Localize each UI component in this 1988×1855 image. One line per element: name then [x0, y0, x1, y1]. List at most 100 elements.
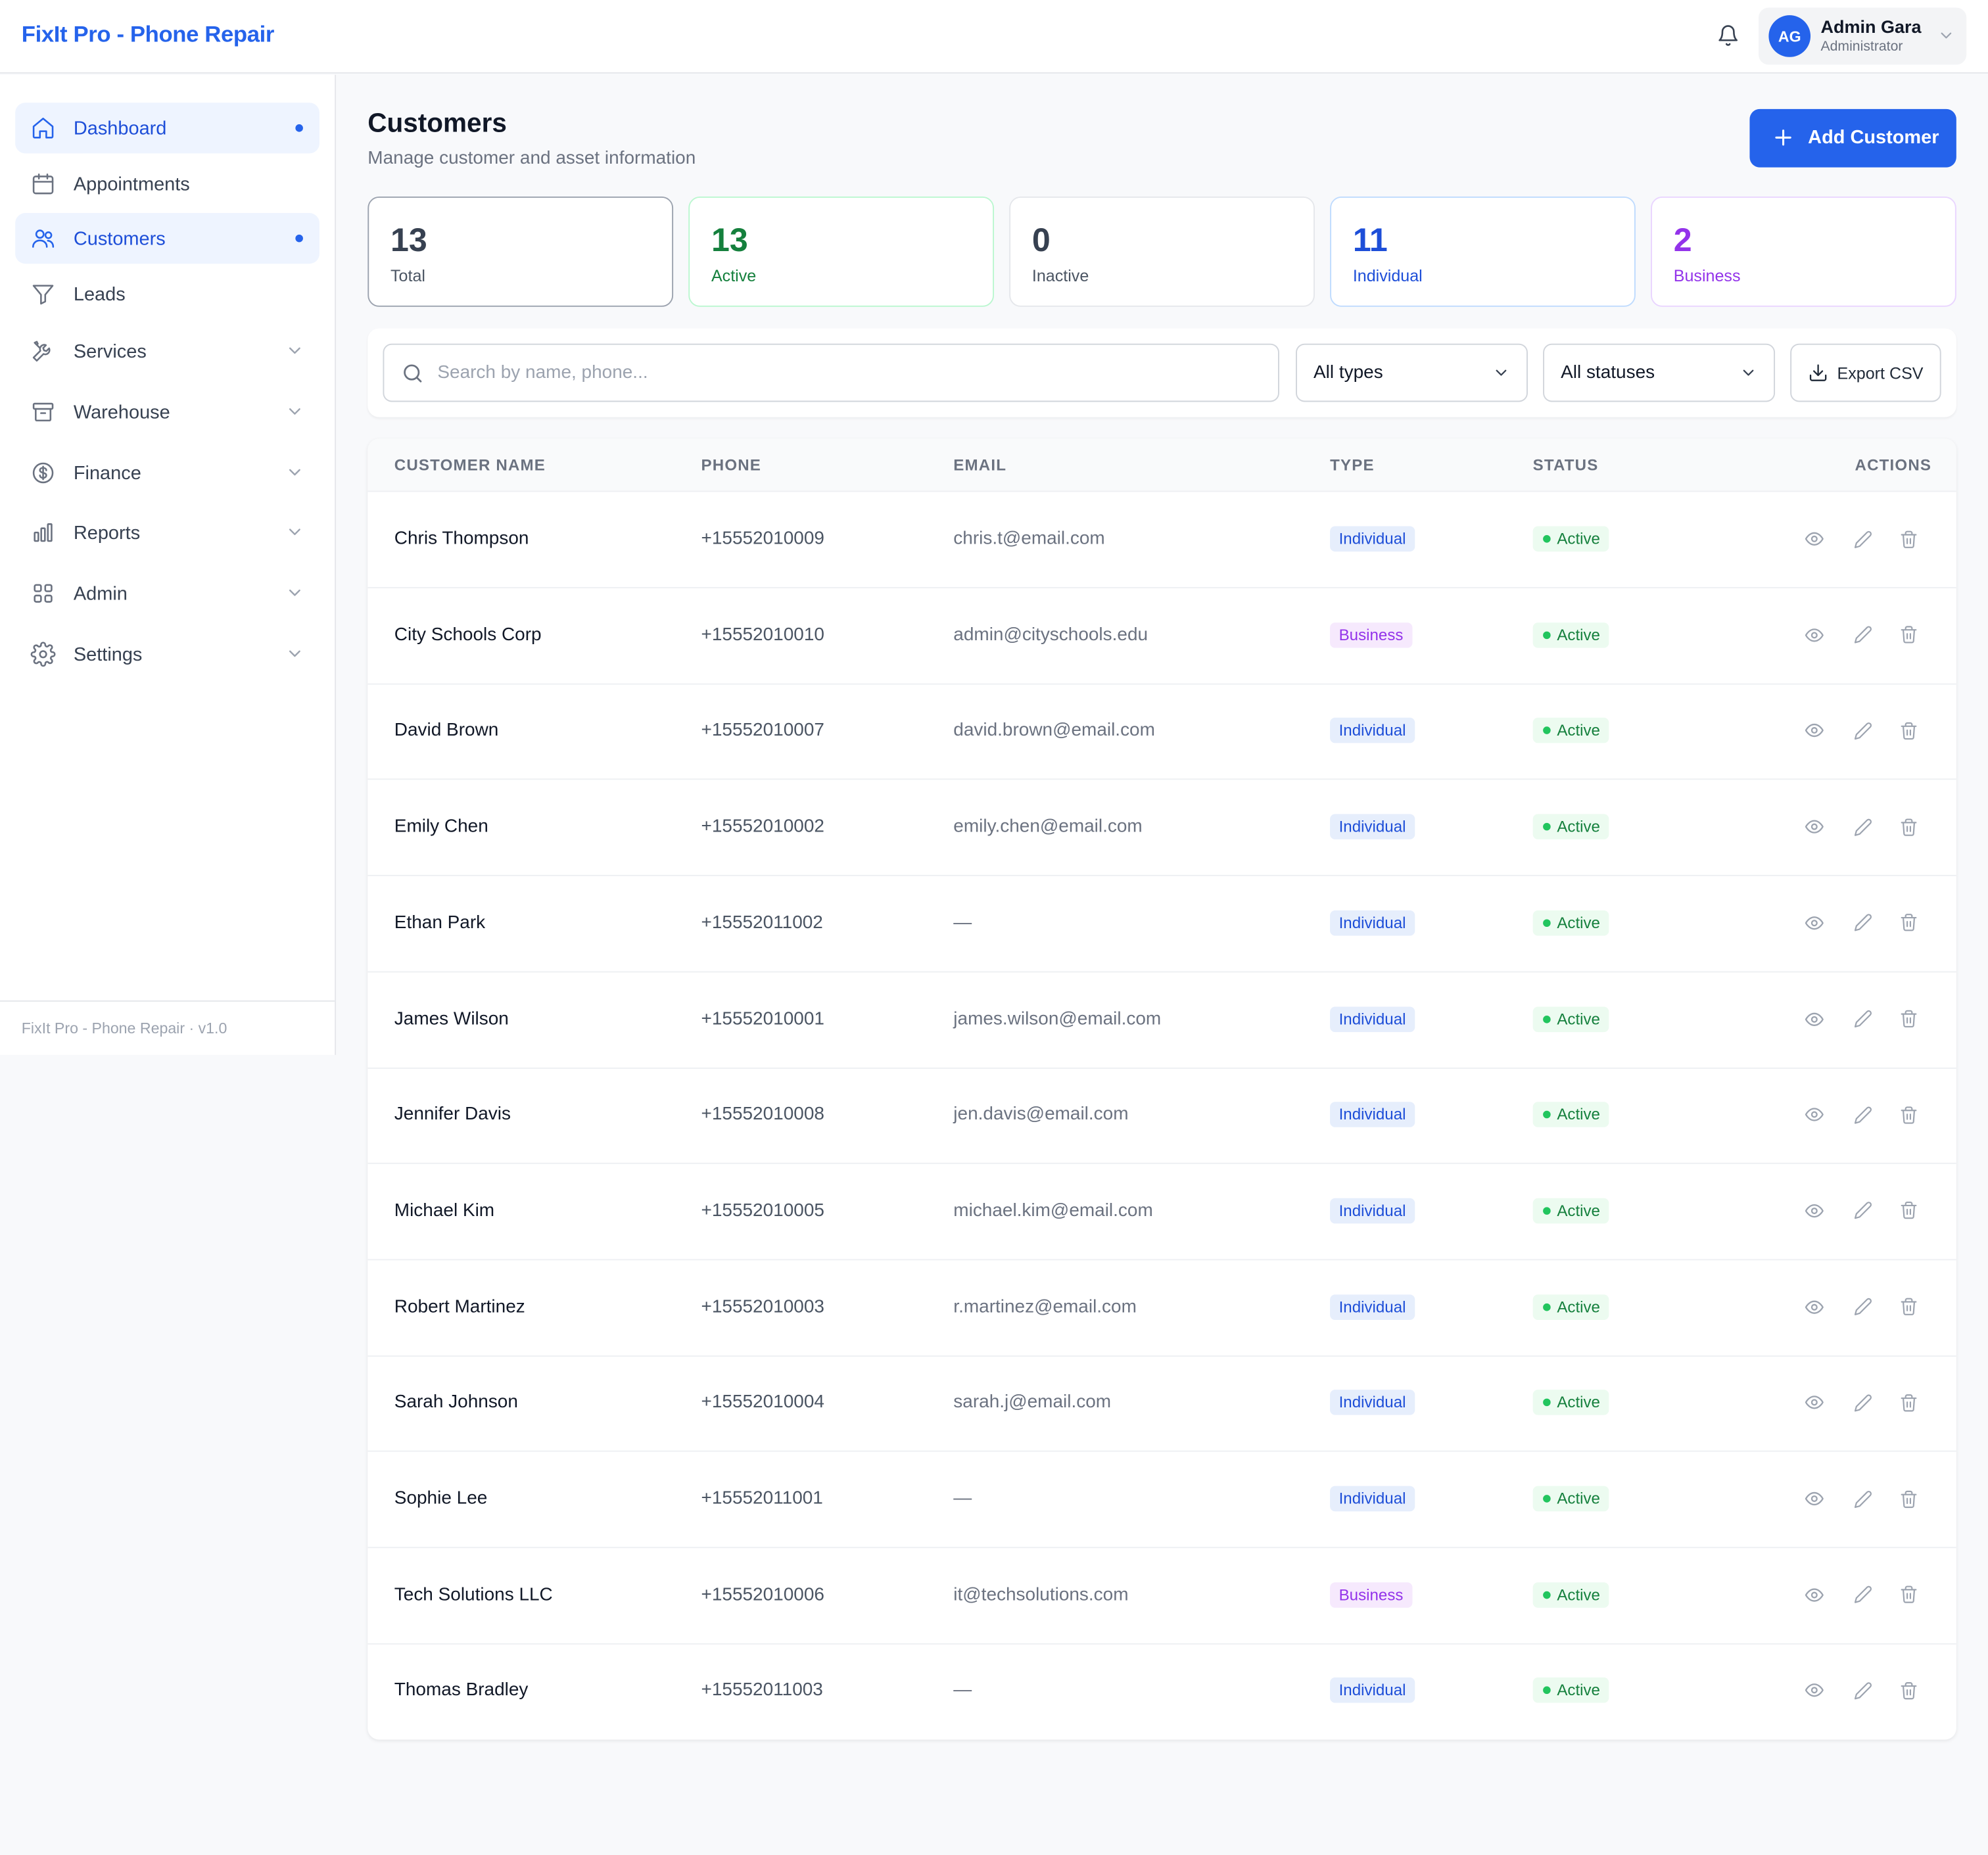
table-row[interactable]: Chris Thompson +15552010009 chris.t@email.…	[367, 492, 1956, 589]
eye-icon[interactable]	[1803, 1679, 1826, 1702]
table-row[interactable]: David Brown +15552010007 david.brown@email…	[367, 684, 1956, 781]
sidebar-item-services[interactable]: Services	[15, 326, 320, 377]
pencil-icon[interactable]	[1851, 1200, 1874, 1223]
column-header-email[interactable]: EMAIL	[953, 456, 1007, 475]
customer-name[interactable]: Jennifer Davis	[394, 1104, 511, 1125]
user-menu[interactable]: AG Admin Gara Administrator	[1758, 7, 1967, 65]
table-row[interactable]: Thomas Bradley +15552011003 — Individual Act…	[367, 1644, 1956, 1740]
stat-card-active[interactable]: 13 Active	[688, 196, 995, 307]
trash-icon[interactable]	[1897, 1296, 1920, 1319]
customer-name[interactable]: James Wilson	[394, 1008, 509, 1029]
type-badge: Individual	[1330, 814, 1415, 840]
column-header-name[interactable]: CUSTOMER NAME	[394, 456, 546, 475]
pencil-icon[interactable]	[1851, 623, 1874, 646]
pencil-icon[interactable]	[1851, 1488, 1874, 1511]
customer-name[interactable]: Michael Kim	[394, 1200, 495, 1221]
sidebar-item-settings[interactable]: Settings	[15, 629, 320, 680]
pencil-icon[interactable]	[1851, 1679, 1874, 1702]
type-badge: Individual	[1330, 1486, 1415, 1512]
column-header-status[interactable]: STATUS	[1532, 456, 1599, 475]
sidebar-item-warehouse[interactable]: Warehouse	[15, 387, 320, 437]
table-row[interactable]: James Wilson +15552010001 james.wilson@ema…	[367, 972, 1956, 1069]
sidebar-item-admin[interactable]: Admin	[15, 568, 320, 619]
eye-icon[interactable]	[1803, 527, 1826, 550]
table-row[interactable]: Tech Solutions LLC +15552010006 it@techsol…	[367, 1548, 1956, 1645]
table-row[interactable]: Sophie Lee +15552011001 — Individual Active	[367, 1452, 1956, 1549]
table-row[interactable]: Robert Martinez +15552010003 r.martinez@em…	[367, 1260, 1956, 1357]
trash-icon[interactable]	[1897, 623, 1920, 646]
pencil-icon[interactable]	[1851, 527, 1874, 550]
type-select[interactable]: All types	[1296, 343, 1528, 402]
customer-name[interactable]: Robert Martinez	[394, 1296, 525, 1317]
sidebar-item-leads[interactable]: Leads	[15, 269, 320, 319]
trash-icon[interactable]	[1897, 1008, 1920, 1031]
trash-icon[interactable]	[1897, 815, 1920, 838]
pencil-icon[interactable]	[1851, 1008, 1874, 1031]
stat-card-total[interactable]: 13 Total	[367, 196, 674, 307]
customer-name[interactable]: David Brown	[394, 720, 499, 741]
customer-name[interactable]: Sophie Lee	[394, 1488, 488, 1509]
customer-name[interactable]: City Schools Corp	[394, 624, 542, 646]
eye-icon[interactable]	[1803, 1296, 1826, 1319]
trash-icon[interactable]	[1897, 1584, 1920, 1607]
stat-card-inactive[interactable]: 0 Inactive	[1009, 196, 1315, 307]
sidebar-item-dashboard[interactable]: Dashboard	[15, 103, 320, 154]
trash-icon[interactable]	[1897, 1392, 1920, 1415]
search-box[interactable]	[383, 343, 1279, 402]
eye-icon[interactable]	[1803, 1008, 1826, 1031]
trash-icon[interactable]	[1897, 1488, 1920, 1511]
customer-name[interactable]: Ethan Park	[394, 912, 486, 933]
eye-icon[interactable]	[1803, 911, 1826, 934]
customer-name[interactable]: Chris Thompson	[394, 528, 529, 550]
sidebar-item-appointments[interactable]: Appointments	[15, 158, 320, 209]
pencil-icon[interactable]	[1851, 1296, 1874, 1319]
trash-icon[interactable]	[1897, 911, 1920, 934]
export-csv-button[interactable]: Export CSV	[1790, 343, 1941, 402]
pencil-icon[interactable]	[1851, 1104, 1874, 1127]
sidebar-item-customers[interactable]: Customers	[15, 213, 320, 264]
eye-icon[interactable]	[1803, 1200, 1826, 1223]
trash-icon[interactable]	[1897, 719, 1920, 742]
trash-icon[interactable]	[1897, 1200, 1920, 1223]
status-select[interactable]: All statuses	[1543, 343, 1776, 402]
pencil-icon[interactable]	[1851, 815, 1874, 838]
status-badge: Active	[1532, 622, 1609, 648]
sidebar-item-reports[interactable]: Reports	[15, 507, 320, 558]
eye-icon[interactable]	[1803, 719, 1826, 742]
status-badge: Active	[1532, 1390, 1609, 1416]
home-icon	[32, 118, 54, 139]
type-badge: Individual	[1330, 910, 1415, 936]
eye-icon[interactable]	[1803, 623, 1826, 646]
column-header-type[interactable]: TYPE	[1330, 456, 1375, 475]
sidebar-item-finance[interactable]: Finance	[15, 448, 320, 498]
pencil-icon[interactable]	[1851, 1392, 1874, 1415]
bell-icon[interactable]	[1714, 22, 1741, 49]
customer-name[interactable]: Emily Chen	[394, 816, 488, 837]
search-input[interactable]	[437, 344, 1262, 401]
stat-card-business[interactable]: 2 Business	[1651, 196, 1956, 307]
eye-icon[interactable]	[1803, 1104, 1826, 1127]
brand-title[interactable]: FixIt Pro - Phone Repair	[21, 21, 275, 47]
table-row[interactable]: Michael Kim +15552010005 michael.kim@email…	[367, 1164, 1956, 1261]
stat-card-individual[interactable]: 11 Individual	[1330, 196, 1636, 307]
eye-icon[interactable]	[1803, 1584, 1826, 1607]
table-row[interactable]: Sarah Johnson +15552010004 sarah.j@email.c…	[367, 1356, 1956, 1453]
trash-icon[interactable]	[1897, 1104, 1920, 1127]
trash-icon[interactable]	[1897, 1679, 1920, 1702]
trash-icon[interactable]	[1897, 527, 1920, 550]
table-row[interactable]: City Schools Corp +15552010010 admin@citys…	[367, 588, 1956, 685]
table-row[interactable]: Jennifer Davis +15552010008 jen.davis@emai…	[367, 1068, 1956, 1165]
pencil-icon[interactable]	[1851, 1584, 1874, 1607]
table-row[interactable]: Emily Chen +15552010002 emily.chen@email.c…	[367, 780, 1956, 877]
eye-icon[interactable]	[1803, 1392, 1826, 1415]
eye-icon[interactable]	[1803, 815, 1826, 838]
table-row[interactable]: Ethan Park +15552011002 — Individual Active	[367, 876, 1956, 973]
column-header-phone[interactable]: PHONE	[701, 456, 762, 475]
customer-name[interactable]: Tech Solutions LLC	[394, 1584, 553, 1605]
pencil-icon[interactable]	[1851, 719, 1874, 742]
customer-name[interactable]: Sarah Johnson	[394, 1392, 518, 1413]
eye-icon[interactable]	[1803, 1488, 1826, 1511]
pencil-icon[interactable]	[1851, 911, 1874, 934]
add-customer-button[interactable]: Add Customer	[1749, 108, 1956, 168]
customer-name[interactable]: Thomas Bradley	[394, 1680, 529, 1701]
